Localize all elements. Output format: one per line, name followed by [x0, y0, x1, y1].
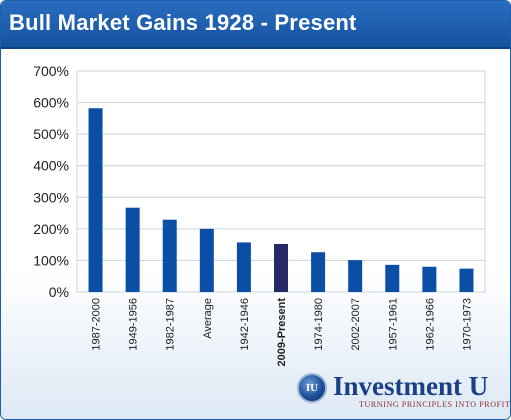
y-tick-label: 700%: [33, 63, 69, 79]
y-tick-label: 200%: [33, 221, 69, 237]
bar: [162, 219, 177, 292]
bar: [348, 260, 363, 292]
chart-background: [1, 49, 510, 419]
x-tick-label: Average: [202, 298, 214, 339]
bar: [385, 264, 400, 292]
bar: [311, 252, 326, 292]
bar: [459, 268, 474, 292]
chart-title: Bull Market Gains 1928 - Present: [9, 10, 357, 35]
bar: [422, 266, 437, 292]
y-tick-label: 600%: [33, 95, 69, 111]
x-tick-label: 1987-2000: [91, 298, 103, 351]
investment-u-logo: IU Investment U TURNING PRINCIPLES INTO …: [297, 371, 510, 413]
iu-emblem-icon: IU: [297, 373, 327, 403]
bar: [199, 228, 214, 292]
brand-tagline: TURNING PRINCIPLES INTO PROFITS: [359, 400, 511, 409]
bar: [88, 108, 103, 292]
x-tick-label: 2009-Present: [276, 298, 288, 367]
bar: [236, 242, 251, 292]
bar: [125, 207, 140, 292]
brand-name: Investment U: [333, 371, 489, 401]
x-tick-label: 1982-1987: [165, 298, 177, 351]
x-tick-label: 1970-1973: [461, 298, 473, 351]
title-bar: Bull Market Gains 1928 - Present: [1, 1, 510, 49]
x-tick-label: 1942-1946: [239, 298, 251, 351]
y-tick-label: 100%: [33, 252, 69, 268]
x-tick-label: 1957-1961: [387, 298, 399, 351]
bar: [274, 244, 288, 292]
y-tick-label: 0%: [49, 284, 69, 300]
x-tick-label: 1949-1956: [128, 298, 140, 351]
x-tick-label: 1962-1966: [424, 298, 436, 351]
y-tick-label: 300%: [33, 189, 69, 205]
y-tick-label: 500%: [33, 126, 69, 142]
x-tick-label: 2002-2007: [350, 298, 362, 351]
x-tick-label: 1974-1980: [313, 298, 325, 351]
y-tick-label: 400%: [33, 158, 69, 174]
